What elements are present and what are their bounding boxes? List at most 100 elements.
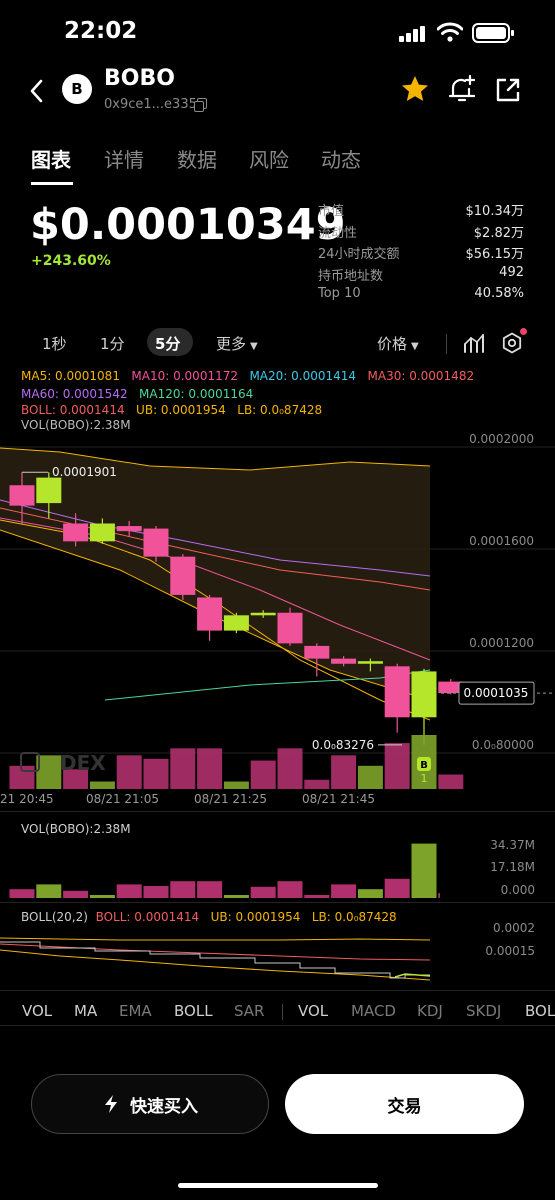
volume-bar-overlay — [170, 748, 196, 789]
candle-body — [143, 528, 169, 557]
candle-body — [223, 615, 249, 631]
boll-lb-line — [0, 949, 431, 981]
time-label: 08/21 21:45 — [302, 792, 375, 806]
token-logo: B — [62, 74, 92, 104]
ma30-label: MA30: 0.0001482 — [367, 369, 475, 383]
timeframe-active-bg — [147, 328, 193, 356]
volume-bar-overlay — [36, 755, 62, 789]
volume-bar — [170, 881, 196, 898]
timeframe-1m[interactable]: 1分 — [100, 335, 125, 353]
candle-body — [411, 671, 437, 718]
time-label: 08/21 21:25 — [194, 792, 267, 806]
volume-bar — [331, 884, 357, 898]
volume-bar — [63, 890, 89, 898]
candle-body — [170, 556, 196, 595]
timeframe-1s[interactable]: 1秒 — [42, 335, 67, 353]
ma120-label: MA120: 0.0001164 — [139, 387, 254, 401]
divider — [446, 334, 447, 354]
volume-bar-overlay — [197, 748, 223, 789]
volume-bar-overlay — [277, 748, 303, 789]
panel-divider — [0, 902, 555, 903]
volume-axis-label: 34.37M — [490, 838, 535, 852]
boll-band — [0, 448, 430, 700]
y-axis-label: 0.0₀80000 — [472, 738, 534, 752]
signal-icon — [399, 26, 425, 42]
ma-legend-row-1: MA5: 0.0001081 MA10: 0.0001172 MA20: 0.0… — [21, 369, 474, 383]
tab-details[interactable]: 详情 — [104, 148, 144, 172]
volume-bar — [197, 881, 223, 898]
indicator-skdj[interactable]: SKDJ — [466, 1002, 502, 1020]
notification-dot — [520, 328, 527, 335]
more-label: 更多 — [216, 335, 247, 353]
star-icon[interactable] — [400, 74, 430, 104]
volume-chart — [9, 843, 440, 898]
y-axis-label: 0.0001600 — [469, 534, 534, 548]
price-step-line — [0, 941, 430, 979]
ma20-label: MA20: 0.0001414 — [249, 369, 357, 383]
indicator-sub-vol[interactable]: VOL — [298, 1002, 329, 1020]
price-highlight-line — [394, 973, 431, 978]
y-axis-label: 0.0001200 — [469, 636, 534, 650]
current-price-label: 0.0001035 — [464, 686, 529, 700]
stat-label: 流动性 — [318, 225, 358, 241]
tab-activity[interactable]: 动态 — [321, 148, 361, 172]
candle-body — [438, 681, 464, 694]
time-label: 21 20:45 — [0, 792, 54, 806]
volume-bar-overlay — [143, 758, 169, 789]
vol-legend: VOL(BOBO):2.38M — [21, 418, 131, 432]
price-alert-icon[interactable] — [447, 74, 477, 104]
indicator-ema[interactable]: EMA — [119, 1002, 152, 1020]
watermark-icon — [20, 752, 40, 772]
ma-legend-row-2: MA60: 0.0001542 MA120: 0.0001164 — [21, 387, 253, 401]
share-icon[interactable] — [494, 76, 522, 104]
boll-params: BOLL(20,2) — [21, 910, 88, 924]
indicator-sar[interactable]: SAR — [234, 1002, 265, 1020]
indicator-icon[interactable] — [463, 332, 485, 354]
wifi-icon — [437, 22, 463, 42]
candle-body — [89, 523, 115, 542]
tab-risk[interactable]: 风险 — [249, 148, 289, 172]
candle-body — [357, 661, 383, 664]
boll-legend: BOLL: 0.0001414 UB: 0.0001954 LB: 0.0₀87… — [21, 403, 322, 417]
volume-bar — [384, 878, 410, 898]
tab-underline — [31, 182, 73, 185]
indicator-sub-boll[interactable]: BOLL — [525, 1002, 555, 1020]
quick-buy-button[interactable]: 快速买入 — [31, 1074, 269, 1134]
volume-bar — [438, 893, 440, 898]
price-chart[interactable]: 0.0002000 0.0001600 0.0001200 0.0₀80000 0.00… — [0, 430, 555, 792]
volume-bar-overlay — [438, 774, 464, 789]
ma60-label: MA60: 0.0001542 — [21, 387, 128, 401]
volume-bar-overlay — [304, 779, 330, 789]
tab-data[interactable]: 数据 — [177, 148, 217, 172]
settings-icon[interactable] — [501, 332, 523, 354]
quick-buy-label: 快速买入 — [130, 1096, 198, 1117]
watermark-text: DEX — [60, 751, 106, 775]
buy-marker-count: 1 — [421, 772, 428, 785]
price-mode-select[interactable]: 价格 ▼ — [377, 333, 419, 354]
tab-chart[interactable]: 图表 — [31, 148, 71, 172]
candle-body — [197, 597, 223, 631]
boll-mid-line — [0, 943, 431, 961]
copy-icon[interactable] — [194, 98, 207, 112]
candle-body — [331, 658, 357, 664]
timeframe-5m[interactable]: 5分 — [155, 335, 181, 353]
max-price-label: 0.0001901 — [52, 465, 117, 479]
back-icon[interactable] — [26, 78, 48, 104]
volume-bar — [89, 895, 115, 898]
volume-axis-label: 17.18M — [490, 860, 535, 874]
y-axis-label: 0.0002000 — [469, 432, 534, 446]
candle-body — [9, 485, 35, 506]
timeframe-more[interactable]: 更多 ▼ — [216, 333, 258, 354]
volume-bar — [116, 884, 142, 898]
indicator-boll[interactable]: BOLL — [174, 1002, 213, 1020]
indicator-macd[interactable]: MACD — [351, 1002, 396, 1020]
volume-bar-overlay — [89, 781, 115, 789]
trade-button[interactable]: 交易 — [285, 1074, 524, 1134]
indicator-ma[interactable]: MA — [74, 1002, 98, 1020]
boll-axis-label: 0.00015 — [485, 944, 535, 958]
volume-bar — [357, 889, 383, 898]
indicator-vol[interactable]: VOL — [22, 1002, 53, 1020]
stat-value: $10.34万 — [465, 204, 525, 219]
candle-body — [250, 612, 276, 616]
indicator-kdj[interactable]: KDJ — [417, 1002, 443, 1020]
